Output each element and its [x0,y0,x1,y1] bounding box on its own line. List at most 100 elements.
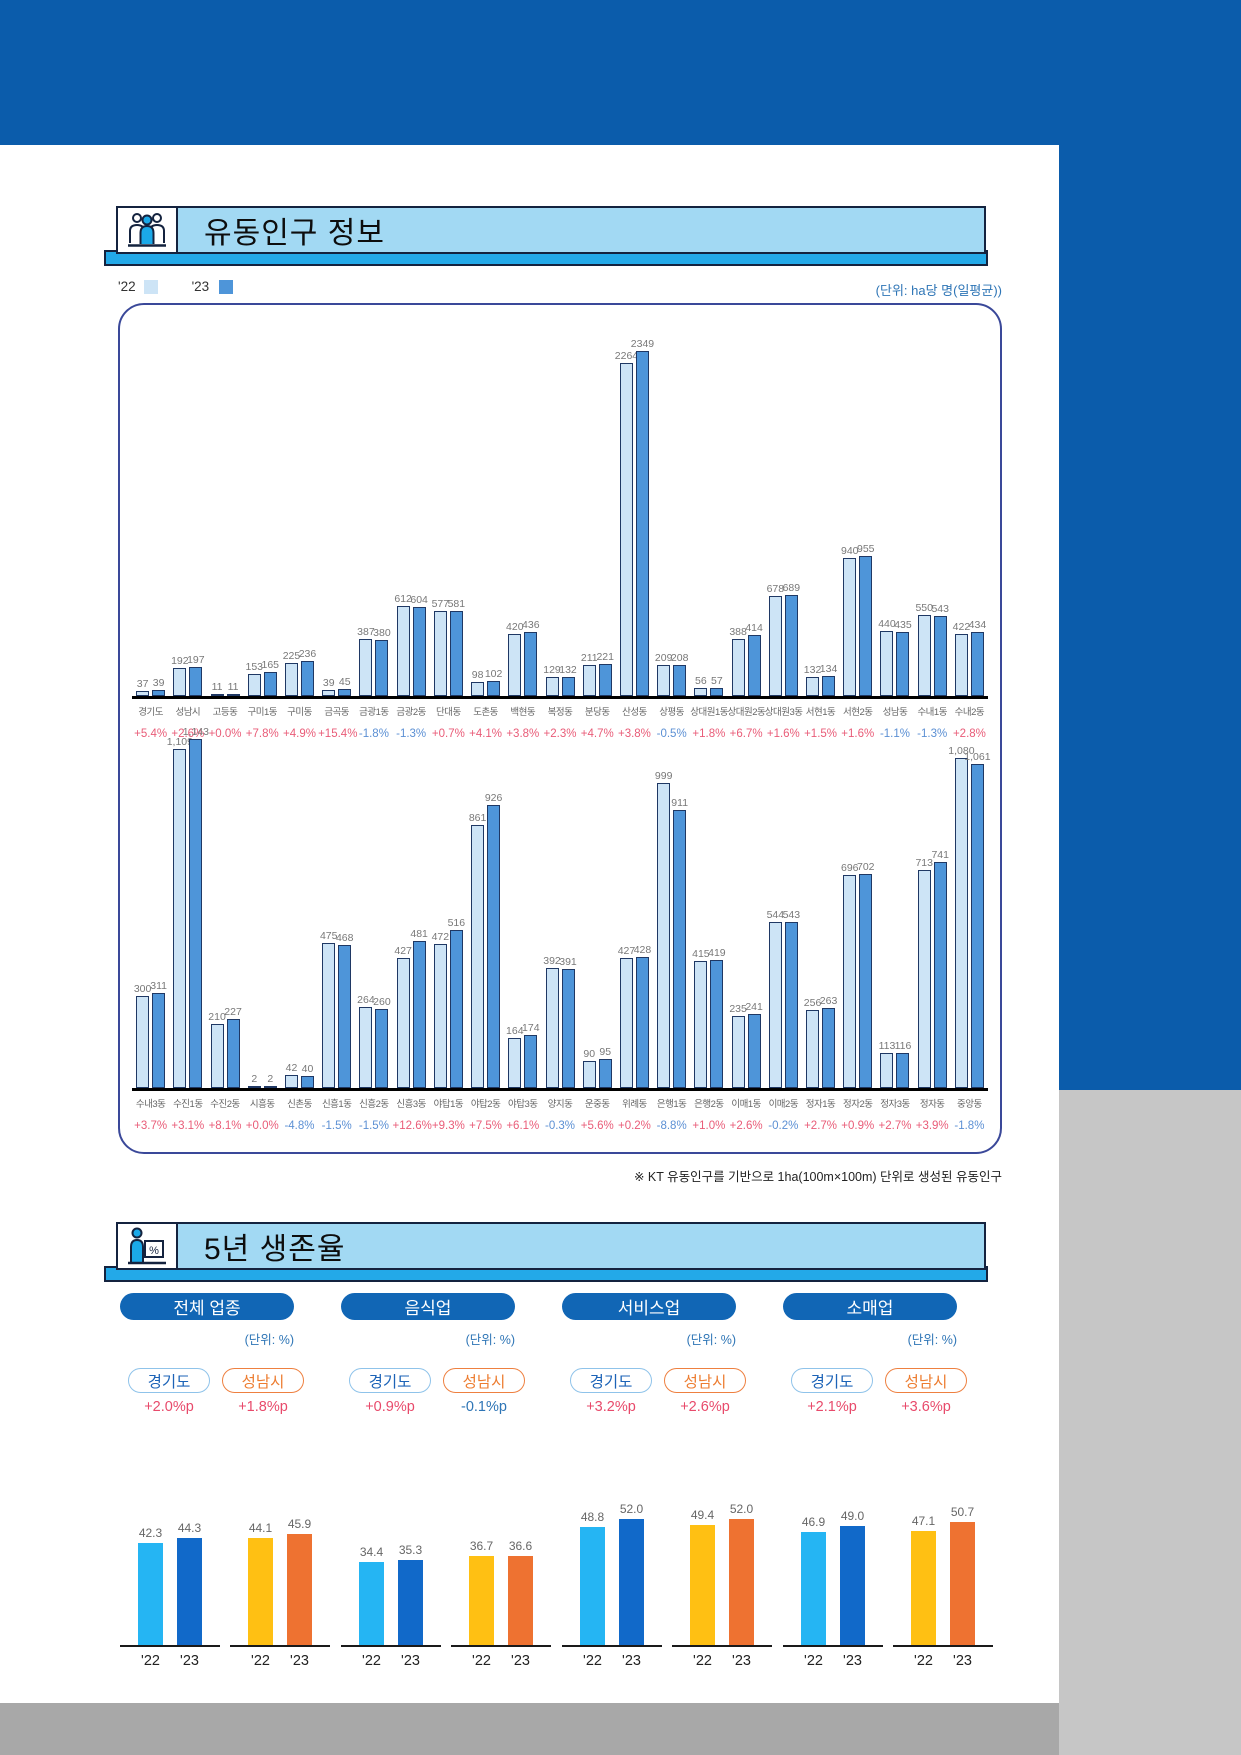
bar-wrap: 209 [655,652,672,696]
bar-wrap: 36.7 [469,1539,495,1645]
bar-group-은행2동: 415 419 [690,947,727,1088]
bar-value-22: 388 [729,625,747,638]
bar-group-중앙동: 1,080 1,061 [948,744,991,1088]
bar-value-23: 208 [670,651,689,664]
year-label: '22 [141,1653,160,1669]
bar-wrap: 11 [226,681,240,696]
bar-22-성남시 [173,668,187,696]
category-label: 금곡동 [324,707,350,718]
category-label: 신흥3동 [396,1099,426,1110]
bar-22-단대동 [433,611,447,696]
bar-wrap: 702 [857,860,875,1088]
bar-value-22: 577 [431,597,450,610]
bar-value-22: 422 [952,620,971,633]
unit-label: (단위: %) [907,1333,957,1347]
bar-value-22: 129 [543,663,561,676]
bar-value-23: 702 [857,860,875,873]
bar-value: 44.1 [248,1521,273,1535]
bar-23-중앙동 [970,764,984,1088]
floating-population-chart-bottom: 300 311 1,109 1,143 210 227 2 2 42 40 475 468 264 260… [132,725,991,1132]
pct-change: -0.2% [768,1120,799,1132]
bar-value-22: 940 [841,544,859,557]
bar-group-위례동: 427 428 [616,943,653,1088]
change-values-row: +2.1%p +3.6%p [781,1399,1002,1415]
legend-22-swatch [143,279,158,294]
bar-wrap: 208 [670,651,689,696]
category-label: 수진1동 [173,1099,203,1110]
bar-value-23: 1,143 [182,725,209,738]
pct-change: +6.1% [506,1120,540,1132]
pct-change: +1.5% [804,728,838,740]
region-pills-row: 경기도 성남시 [339,1368,560,1393]
bar-group-성남시: 192 197 [169,654,206,696]
change-value: +2.6%p [680,1399,730,1415]
bar-group-신흥2동: 264 260 [355,994,392,1088]
survival-subchart: 42.3 44.3 '22 '23 [120,1503,220,1669]
bar-value: 52.0 [729,1502,754,1516]
pct-change: -1.3% [917,728,948,740]
bar-wrap: 475 [320,930,337,1088]
bar-value-23: 926 [484,791,503,804]
bar-group-산성동: 2264 2349 [615,338,654,696]
bar-22-야탑2동 [471,825,485,1088]
pct-change: +2.7% [804,1120,838,1132]
bar-23-신흥3동 [412,941,426,1088]
bar-value-22: 90 [583,1047,596,1060]
survival-subchart: 34.4 35.3 '22 '23 [341,1503,441,1669]
bar-23-서현1동 [822,676,836,696]
bar-value-23: 134 [819,662,838,675]
bars-row: 48.8 52.0 [562,1502,662,1647]
bar-wrap: 39 [322,677,336,696]
bar-wrap: 210 [208,1011,226,1088]
bar-wrap: 264 [357,994,375,1088]
bar-value-23: 414 [745,621,763,634]
floating-population-chart-container: 37 39 192 197 11 11 153 165 225 236 39 45 387 380 612 6… [118,303,1002,1154]
bar-value-23: 311 [150,979,167,992]
bar-22-정자1동 [806,1010,820,1088]
year-labels-row: '22 '23 [120,1653,220,1669]
survival-subchart: 36.7 36.6 '22 '23 [451,1503,551,1669]
bar-23-상대원2동 [747,635,761,696]
change-value: +3.6%p [901,1399,951,1415]
bar-group-백현동: 420 436 [504,619,541,696]
bar-value-23: 236 [298,647,317,660]
bar-'23 [950,1522,975,1645]
bar-wrap: 45.9 [287,1517,313,1645]
bar-group-상대원3동: 678 689 [765,582,802,696]
change-value: +2.0%p [144,1399,194,1415]
bar-group-단대동: 577 581 [430,597,467,696]
pct-change: +4.1% [469,728,503,740]
bar-23-구미동 [300,661,314,696]
pct-change: +4.9% [283,728,316,740]
region-pill: 성남시 [664,1368,746,1393]
category-label: 위례동 [622,1099,647,1110]
pct-change: +3.7% [134,1120,168,1132]
bar-22-수내2동 [954,634,968,696]
category-label: 상대원2동 [727,707,766,718]
bar-wrap: 52.0 [729,1502,755,1645]
bars-row: 300 311 1,109 1,143 210 227 2 2 42 40 475 468 264 260… [132,725,991,1091]
bar-wrap: 52.0 [619,1502,645,1645]
bar-22-서현2동 [843,558,857,696]
bar-wrap: 861 [469,812,486,1088]
pct-change: +12.6% [392,1120,432,1132]
bar-value-23: 428 [633,943,652,956]
bar-value-22: 1,080 [948,744,975,757]
bar-value-23: 57 [711,674,723,687]
bar-value-22: 999 [654,769,673,782]
change-value: +2.1%p [807,1399,857,1415]
pct-change: -1.5% [321,1120,352,1132]
pct-change: -4.8% [284,1120,315,1132]
bar-23-단대동 [449,611,463,696]
year-labels-row: '22 '23 [893,1653,993,1669]
bar-group-상평동: 209 208 [653,651,690,696]
bar-'22 [138,1543,163,1645]
year-label: '23 [511,1653,530,1669]
bar-23-백현동 [524,632,538,696]
bar-value-22: 98 [471,668,484,681]
bar-wrap: 543 [931,603,949,696]
pct-change: +15.4% [318,728,358,740]
legend-23-swatch [219,279,234,294]
survival-subchart: 47.1 50.7 '22 '23 [893,1503,993,1669]
bar-wrap: 221 [596,651,614,696]
